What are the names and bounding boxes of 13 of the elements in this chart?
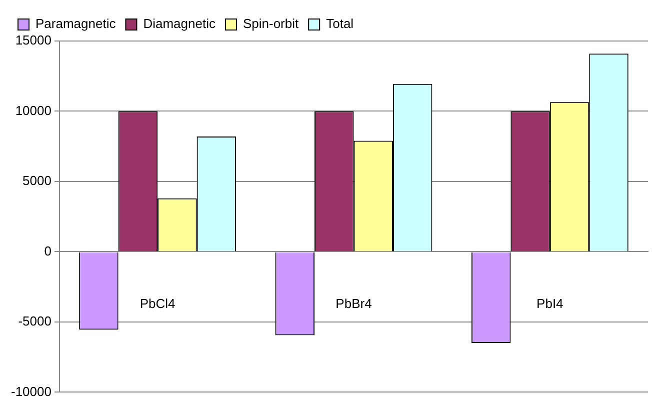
y-tick-label: -5000 — [18, 314, 52, 329]
x-tick-label: PbBr4 — [336, 296, 372, 312]
y-tick-label: 10000 — [15, 102, 52, 118]
y-tick-label: 15000 — [15, 32, 52, 48]
legend-label: Paramagnetic — [36, 16, 116, 32]
x-tick-label: PbCl4 — [140, 296, 176, 312]
legend-label: Diamagnetic — [143, 16, 216, 32]
y-tick-label: 0 — [44, 243, 52, 258]
legend-label: Spin-orbit — [242, 16, 299, 32]
legend-label: Total — [326, 16, 354, 32]
y-tick-label: -10000 — [10, 384, 52, 399]
y-tick-label: 5000 — [22, 173, 52, 188]
x-tick-label: PbI4 — [536, 296, 564, 312]
